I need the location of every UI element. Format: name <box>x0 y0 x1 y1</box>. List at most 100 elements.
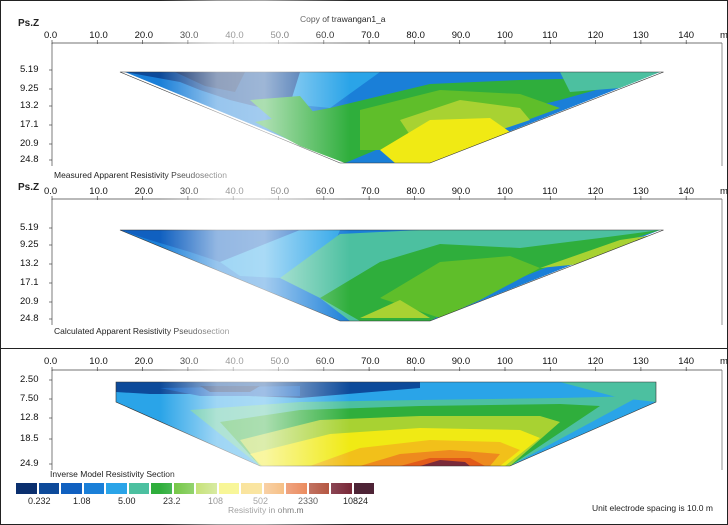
y-tick-label: 5.19 <box>20 222 39 233</box>
x-tick-label: 30.0 <box>179 30 199 41</box>
x-tick-label: 10.0 <box>89 30 108 41</box>
legend-value-label: 1.08 <box>73 496 91 506</box>
y-tick-label: 9.25 <box>20 239 39 250</box>
panel-caption: Calculated Apparent Resistivity Pseudose… <box>54 326 230 336</box>
electrode-spacing-note: Unit electrode spacing is 10.0 m <box>592 503 713 513</box>
x-axis-unit: m <box>720 356 728 367</box>
x-tick-label: 20.0 <box>134 30 154 41</box>
y-tick-label: 17.1 <box>20 277 39 288</box>
y-tick-label: 13.2 <box>20 258 39 269</box>
y-tick-label: 24.8 <box>20 313 39 324</box>
x-tick-label: 0.0 <box>44 186 58 197</box>
y-tick-label: 20.9 <box>20 138 39 149</box>
legend-swatch <box>151 483 172 494</box>
contour-band <box>560 382 656 402</box>
panel-caption: Measured Apparent Resistivity Pseudosect… <box>54 170 227 180</box>
resistivity-contours <box>125 72 660 163</box>
x-tick-label: 80.0 <box>406 30 425 41</box>
x-tick-label: 80.0 <box>406 356 425 367</box>
measured-pseudosection-panel: Ps.Z Measured Apparent Resistivity Pseud… <box>0 0 728 180</box>
x-axis-unit: m <box>720 30 728 41</box>
legend-swatch <box>218 483 239 494</box>
x-tick-label: 90.0 <box>451 186 471 197</box>
legend-swatch <box>106 483 127 494</box>
x-tick-label: 50.0 <box>270 356 290 367</box>
x-tick-label: 70.0 <box>361 356 380 367</box>
x-tick-label: 20.0 <box>134 186 154 197</box>
y-tick-label: 7.50 <box>20 393 39 404</box>
x-tick-label: 30.0 <box>179 186 199 197</box>
legend-swatch <box>128 483 149 494</box>
y-tick-label: 5.19 <box>20 64 39 75</box>
x-tick-label: 90.0 <box>451 356 471 367</box>
x-tick-label: 70.0 <box>361 30 380 41</box>
x-tick-label: 10.0 <box>89 356 108 367</box>
legend-value-label: 5.00 <box>118 496 136 506</box>
x-tick-label: 110 <box>542 30 558 41</box>
panel-plot <box>49 40 723 166</box>
x-tick-label: 100 <box>497 186 513 197</box>
legend-swatch <box>38 483 59 494</box>
panel-divider <box>0 348 728 349</box>
x-tick-label: 140 <box>678 186 695 197</box>
legend-swatch <box>353 483 374 494</box>
x-tick-label: 120 <box>587 356 604 367</box>
x-tick-label: 60.0 <box>315 356 335 367</box>
y-tick-label: 24.9 <box>20 458 39 469</box>
x-tick-label: 130 <box>632 30 649 41</box>
y-axis-label: Ps.Z <box>18 18 40 29</box>
panel-caption: Inverse Model Resistivity Section <box>50 469 175 479</box>
legend-value-label: 23.2 <box>163 496 181 506</box>
x-tick-label: 20.0 <box>134 356 154 367</box>
x-tick-label: 130 <box>632 186 649 197</box>
x-tick-label: 120 <box>587 186 604 197</box>
legend-value-label: 108 <box>208 496 224 506</box>
legend-swatch <box>196 483 217 494</box>
resistivity-contours <box>116 382 656 466</box>
y-tick-label: 24.8 <box>20 154 39 165</box>
x-tick-label: 140 <box>678 356 695 367</box>
x-tick-label: 60.0 <box>315 30 335 41</box>
legend-swatch <box>61 483 82 494</box>
legend-swatch <box>331 483 352 494</box>
y-tick-label: 20.9 <box>20 296 39 307</box>
resistivity-contours <box>120 230 660 321</box>
legend-swatch <box>241 483 262 494</box>
contour-band <box>380 256 540 318</box>
calculated-pseudosection-panel: Ps.Z Calculated Apparent Resistivity Pse… <box>0 178 728 348</box>
y-axis-label: Ps.Z <box>18 182 40 193</box>
legend-swatch <box>16 483 37 494</box>
x-tick-label: 50.0 <box>270 30 290 41</box>
y-tick-label: 12.8 <box>20 412 39 423</box>
x-tick-label: 90.0 <box>451 30 471 41</box>
x-tick-label: 100 <box>497 356 513 367</box>
x-tick-label: 40.0 <box>225 356 244 367</box>
x-tick-label: 40.0 <box>225 186 244 197</box>
x-axis-unit: m <box>720 186 728 197</box>
x-tick-label: 10.0 <box>89 186 108 197</box>
legend-swatch <box>286 483 307 494</box>
legend-swatch <box>83 483 104 494</box>
x-tick-label: 60.0 <box>315 186 335 197</box>
x-tick-label: 100 <box>497 30 513 41</box>
y-tick-label: 17.1 <box>20 119 39 130</box>
legend-value-label: 10824 <box>343 496 369 506</box>
panel-plot <box>49 196 723 325</box>
contour-band <box>360 300 430 318</box>
contour-band <box>420 460 470 466</box>
x-tick-label: 50.0 <box>270 186 290 197</box>
legend-swatch <box>308 483 329 494</box>
x-tick-label: 0.0 <box>44 356 58 367</box>
x-tick-label: 110 <box>542 186 558 197</box>
x-tick-label: 80.0 <box>406 186 425 197</box>
contour-band <box>560 72 660 92</box>
y-tick-label: 9.25 <box>20 83 39 94</box>
y-tick-label: 13.2 <box>20 100 39 111</box>
legend-swatch <box>173 483 194 494</box>
contour-band <box>200 386 260 392</box>
x-tick-label: 110 <box>542 356 558 367</box>
legend-units-label: Resistivity in ohm.m <box>228 505 304 515</box>
x-tick-label: 0.0 <box>44 30 58 41</box>
x-tick-label: 120 <box>587 30 604 41</box>
section-outline <box>115 381 657 467</box>
